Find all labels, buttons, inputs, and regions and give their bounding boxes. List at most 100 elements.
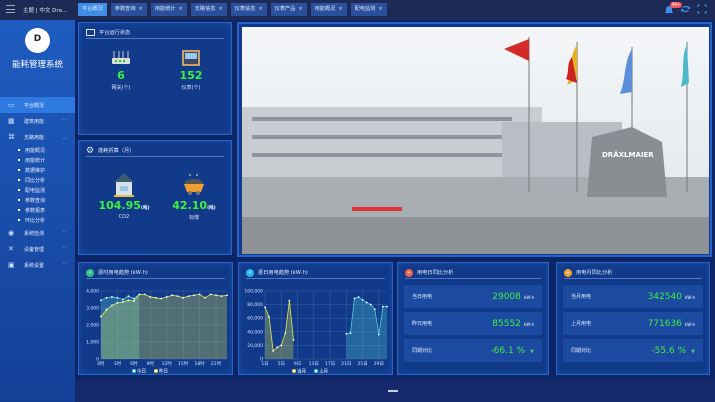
- chevron-icon: ﹀: [61, 118, 67, 125]
- tab-3[interactable]: 支路信息 ×: [190, 3, 227, 16]
- legend-marker: [132, 369, 136, 373]
- data-point: [369, 303, 372, 306]
- sidebar-item-label: 支路用能: [24, 134, 45, 141]
- close-icon[interactable]: ×: [178, 6, 183, 12]
- data-point: [345, 332, 348, 335]
- tab-6[interactable]: 用能概况 ×: [310, 3, 347, 16]
- x-tick-label: 9时: [147, 360, 155, 367]
- data-point: [132, 297, 135, 300]
- sidebar-subitem[interactable]: 用能概况: [0, 145, 75, 155]
- sidebar-subitem[interactable]: 同比分析: [0, 175, 75, 185]
- compare-row: 当日用电 29008 kW·h: [404, 285, 542, 308]
- tab-bar: 平台概况 参数查询 × 用能统计 × 支路信息 × 仪表信息 × 仪表产品 × 用能概况 × 配电监测 ×: [78, 3, 387, 16]
- sidebar-subitem[interactable]: 参数报表: [0, 205, 75, 215]
- meter-label: 仪表(个): [181, 85, 201, 91]
- data-point: [171, 294, 174, 297]
- close-icon[interactable]: ×: [378, 6, 383, 12]
- tab-1[interactable]: 参数查询 ×: [110, 3, 147, 16]
- close-icon[interactable]: ×: [298, 6, 303, 12]
- sidebar-subitem[interactable]: 用能统计: [0, 155, 75, 165]
- month-compare-panel: + 用电月同比分析 当月用电 342540 kW·h 上月用电 771636 kW·h 同期对…: [556, 262, 710, 375]
- tab-label: 仪表信息: [234, 6, 256, 12]
- bell-icon[interactable]: 99+: [664, 2, 683, 16]
- x-tick-label: 29日: [374, 361, 384, 367]
- tools-icon: ✕: [8, 244, 14, 253]
- close-icon[interactable]: ×: [258, 6, 263, 12]
- row-label: 同期对比: [412, 348, 433, 354]
- data-point: [292, 339, 295, 341]
- data-point: [111, 296, 113, 298]
- sidebar-subitem[interactable]: 数据维护: [0, 165, 75, 175]
- legend-label: 当月: [297, 368, 306, 375]
- coal-unit: (吨): [207, 206, 216, 211]
- tab-2[interactable]: 用能统计 ×: [150, 3, 187, 16]
- series-area: [265, 300, 294, 359]
- sidebar-item[interactable]: ▦ 建筑用能 ﹀: [0, 113, 75, 129]
- house-co2-icon: [114, 173, 134, 197]
- panel-title: 逐时用电趋势 (kW·h): [98, 270, 148, 276]
- tab-label: 用能统计: [154, 6, 176, 12]
- sidebar-item[interactable]: ⌘ 支路用能 ︿: [0, 129, 75, 145]
- close-icon[interactable]: ×: [218, 6, 223, 12]
- company-sign: DRÄXLMAIER: [602, 150, 654, 159]
- legend-label: 上月: [319, 368, 328, 375]
- data-point: [154, 296, 157, 299]
- sidebar-item-label: 系统检测: [24, 230, 45, 237]
- meter-icon: [182, 50, 200, 66]
- top-bar: 主题 | 中文 Dra... 平台概况 参数查询 × 用能统计 × 支路信息 × 仪表信息 × 仪…: [0, 0, 715, 20]
- sidebar-item[interactable]: ▣ 系统设置 ﹀: [0, 257, 75, 273]
- notification-badge: 99+: [670, 2, 683, 8]
- drag-handle[interactable]: [388, 390, 398, 392]
- fullscreen-icon[interactable]: [697, 4, 707, 16]
- menu-toggle-icon[interactable]: [6, 5, 15, 13]
- row-value: 771636: [647, 318, 682, 329]
- refresh-icon[interactable]: [680, 4, 691, 16]
- sidebar-subitem[interactable]: 配电监测: [0, 185, 75, 195]
- data-point: [165, 296, 168, 298]
- coal-value: 42.10: [172, 199, 208, 212]
- data-point: [127, 299, 130, 302]
- data-point: [122, 301, 124, 303]
- data-point: [105, 308, 108, 311]
- down-arrow-icon: ▼: [530, 348, 534, 355]
- sidebar-nav: ▭ 平台概况 ▦ 建筑用能 ﹀ ⌘ 支路用能 ︿ 用能概况 用能统计 数据维护 同比分析 配电监测 参数查…: [0, 97, 75, 273]
- data-point: [220, 295, 223, 297]
- data-point: [209, 293, 212, 296]
- close-icon[interactable]: ×: [138, 6, 143, 12]
- sidebar-item-label: 平台概况: [24, 102, 45, 109]
- data-point: [116, 296, 119, 299]
- series-area: [101, 294, 140, 359]
- tab-0[interactable]: 平台概况: [78, 3, 107, 16]
- coal-cart-icon: [184, 174, 204, 195]
- data-point: [105, 296, 108, 299]
- gateway-label: 网关(个): [111, 85, 131, 91]
- sidebar-item[interactable]: ◉ 系统检测 ﹀: [0, 225, 75, 241]
- tab-4[interactable]: 仪表信息 ×: [230, 3, 267, 16]
- top-links[interactable]: 主题 | 中文 Dra...: [23, 8, 68, 14]
- data-point: [132, 300, 135, 303]
- data-point: [149, 296, 152, 298]
- y-tick-label: 60,000: [247, 316, 263, 322]
- legend-marker: [292, 369, 296, 373]
- coal-label: 标煤: [188, 215, 199, 221]
- sidebar-subitem[interactable]: 环比分析: [0, 215, 75, 225]
- x-tick-label: 9日: [294, 361, 301, 367]
- data-point: [226, 294, 228, 297]
- row-unit: kW·h: [523, 321, 534, 327]
- x-tick-label: 21时: [211, 360, 222, 367]
- top-icons: 99+: [664, 2, 707, 16]
- tab-5[interactable]: 仪表产品 ×: [270, 3, 307, 16]
- sidebar-subitem[interactable]: 参数查询: [0, 195, 75, 205]
- y-tick-label: 40,000: [247, 329, 263, 335]
- sidebar-item[interactable]: ✕ 设备管理 ﹀: [0, 241, 75, 257]
- legend-label: 昨日: [159, 368, 168, 375]
- close-icon[interactable]: ×: [338, 6, 343, 12]
- co2-label: CO2: [118, 214, 130, 220]
- sidebar-item[interactable]: ▭ 平台概况: [0, 97, 75, 113]
- tab-7[interactable]: 配电监测 ×: [350, 3, 387, 16]
- panel-title: 用电日同比分析: [417, 270, 454, 276]
- data-point: [288, 299, 291, 302]
- data-point: [143, 293, 146, 296]
- co2-unit: (吨): [140, 206, 150, 211]
- data-point: [198, 293, 201, 296]
